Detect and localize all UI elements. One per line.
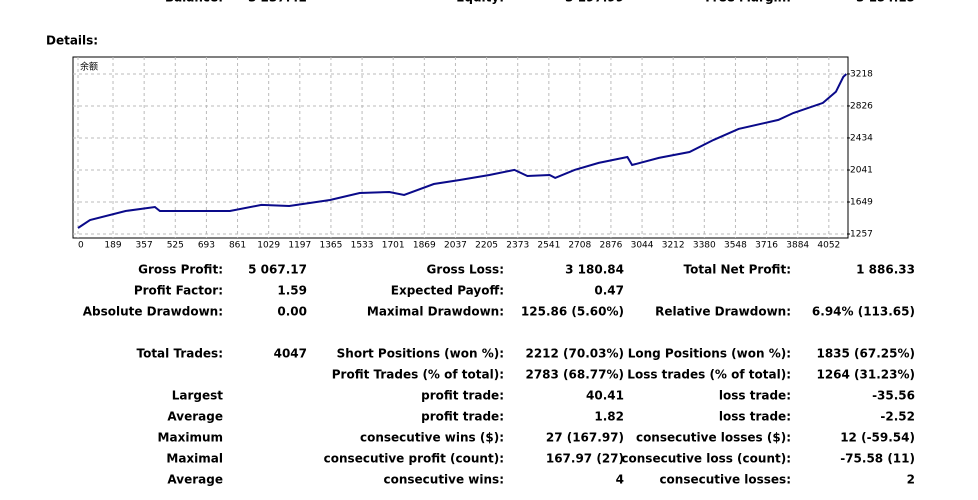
x-tick-label: 3548: [724, 241, 747, 251]
summary-value: 3 154.15: [856, 0, 915, 5]
stat-value: 4: [616, 473, 624, 487]
x-tick-label: 2708: [568, 241, 591, 251]
stat-label: consecutive wins ($):: [360, 431, 504, 445]
stat-label: Profit Trades (% of total):: [332, 368, 504, 382]
stat-value: 6.94% (113.65): [812, 305, 915, 319]
x-tick-label: 3884: [786, 241, 809, 251]
stat-value: 2: [907, 473, 915, 487]
stat-value: 27 (167.97): [546, 431, 624, 445]
x-tick-label: 1533: [351, 241, 374, 251]
x-tick-label: 2541: [537, 241, 560, 251]
x-tick-label: 693: [198, 241, 215, 251]
y-tick-label: 1649: [850, 198, 873, 208]
stat-label: Gross Loss:: [427, 263, 504, 277]
stat-label: consecutive losses ($):: [636, 431, 791, 445]
stat-value: 1 886.33: [856, 263, 915, 277]
stat-label: Relative Drawdown:: [655, 305, 791, 319]
stat-value: 1264 (31.23%): [816, 368, 915, 382]
x-tick-label: 3212: [662, 241, 685, 251]
summary-label: Balance:: [165, 0, 223, 5]
stat-label: Short Positions (won %):: [337, 347, 504, 361]
stat-label: consecutive profit (count):: [324, 452, 504, 466]
stat-value: 167.97 (27): [546, 452, 624, 466]
x-tick-label: 357: [136, 241, 153, 251]
y-tick-label: 2826: [850, 101, 873, 111]
x-tick-label: 3716: [755, 241, 778, 251]
x-tick-label: 1029: [257, 241, 280, 251]
stat-value: 4047: [274, 347, 307, 361]
stat-value: -2.52: [880, 410, 915, 424]
y-tick-label: 3218: [850, 69, 873, 79]
stat-label: consecutive losses:: [659, 473, 791, 487]
summary-label: Free Margin:: [705, 0, 791, 5]
stat-value: 125.86 (5.60%): [521, 305, 624, 319]
stat-label: Average: [167, 410, 223, 424]
stat-label: loss trade:: [719, 410, 791, 424]
stat-label: Maximal Drawdown:: [367, 305, 504, 319]
x-tick-label: 525: [167, 241, 184, 251]
x-tick-label: 2373: [506, 241, 529, 251]
legend-label: 余额: [80, 61, 98, 73]
y-tick-label: 2434: [850, 133, 873, 143]
stat-label: profit trade:: [421, 389, 504, 403]
stat-label: Expected Payoff:: [391, 284, 504, 298]
stat-label: Profit Factor:: [134, 284, 223, 298]
x-tick-label: 2037: [444, 241, 467, 251]
stat-label: consecutive loss (count):: [621, 452, 791, 466]
stat-label: Long Positions (won %):: [628, 347, 791, 361]
summary-value: 3 197.99: [565, 0, 624, 5]
x-tick-label: 1701: [382, 241, 405, 251]
stat-value: 5 067.17: [248, 263, 307, 277]
summary-label: Equity:: [456, 0, 504, 5]
chart-frame: [72, 56, 849, 239]
stat-label: profit trade:: [421, 410, 504, 424]
stat-value: 1835 (67.25%): [816, 347, 915, 361]
stat-label: Largest: [172, 389, 224, 403]
x-tick-label: 3044: [631, 241, 654, 251]
stat-value: 2212 (70.03%): [525, 347, 624, 361]
stat-label: Absolute Drawdown:: [83, 305, 223, 319]
stat-value: 1.82: [594, 410, 624, 424]
stat-label: consecutive wins:: [383, 473, 504, 487]
summary-value: 3 237.42: [248, 0, 307, 5]
stat-label: Total Net Profit:: [684, 263, 791, 277]
stat-label: Loss trades (% of total):: [627, 368, 791, 382]
x-tick-label: 1365: [319, 241, 342, 251]
stat-label: Gross Profit:: [138, 263, 223, 277]
x-tick-label: 189: [104, 241, 121, 251]
stat-label: loss trade:: [719, 389, 791, 403]
x-tick-label: 3380: [693, 241, 716, 251]
stat-value: 0.00: [277, 305, 307, 319]
stat-label: Maximal: [166, 452, 223, 466]
x-tick-label: 1869: [413, 241, 436, 251]
x-tick-label: 0: [78, 241, 84, 251]
stat-label: Maximum: [158, 431, 223, 445]
stat-value: 1.59: [277, 284, 307, 298]
x-tick-label: 861: [229, 241, 246, 251]
stat-label: Average: [167, 473, 223, 487]
x-tick-label: 2205: [475, 241, 498, 251]
stat-value: 0.47: [594, 284, 624, 298]
stat-label: Total Trades:: [136, 347, 223, 361]
stat-value: 3 180.84: [565, 263, 624, 277]
balance-line: [77, 73, 848, 229]
details-label: Details:: [46, 34, 98, 48]
x-tick-label: 2876: [599, 241, 622, 251]
x-tick-label: 4052: [817, 241, 840, 251]
stat-value: -35.56: [872, 389, 915, 403]
x-tick-label: 1197: [288, 241, 311, 251]
stat-value: 12 (-59.54): [840, 431, 915, 445]
stat-value: -75.58 (11): [840, 452, 915, 466]
stat-value: 40.41: [586, 389, 624, 403]
y-tick-label: 1257: [850, 230, 873, 240]
y-tick-label: 2041: [850, 166, 873, 176]
stat-value: 2783 (68.77%): [525, 368, 624, 382]
